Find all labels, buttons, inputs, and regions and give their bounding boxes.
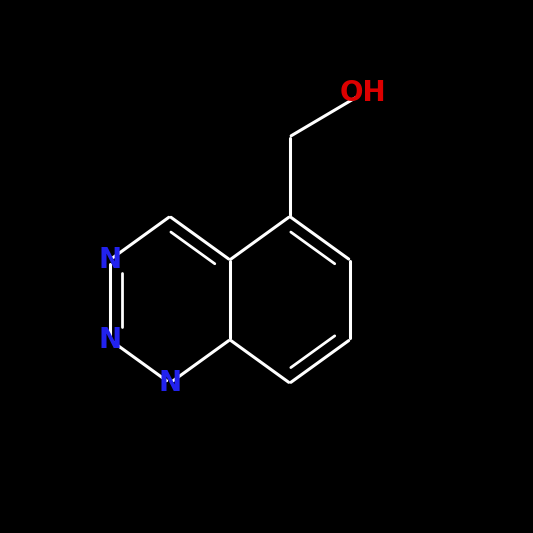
Text: OH: OH: [340, 79, 386, 107]
Text: N: N: [99, 326, 122, 354]
Text: N: N: [158, 369, 181, 397]
Text: N: N: [99, 246, 122, 274]
